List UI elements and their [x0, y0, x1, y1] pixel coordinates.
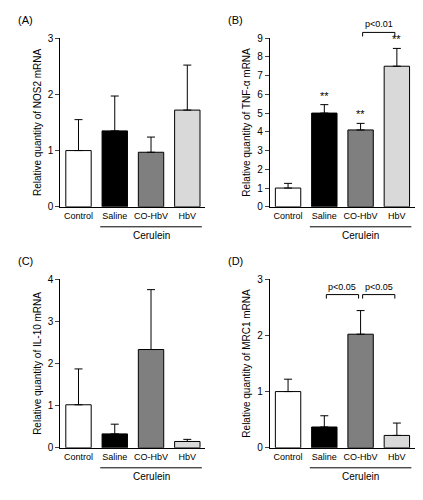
svg-text:1: 1 — [48, 400, 54, 411]
svg-text:Saline: Saline — [312, 452, 337, 462]
svg-text:Relative quantity of NOS2 mRNA: Relative quantity of NOS2 mRNA — [32, 48, 43, 196]
svg-text:p<0.05: p<0.05 — [328, 282, 356, 292]
svg-text:CO-HbV: CO-HbV — [344, 211, 378, 221]
svg-text:0: 0 — [257, 442, 263, 453]
svg-text:Cerulein: Cerulein — [342, 230, 379, 241]
svg-text:**: ** — [356, 108, 365, 120]
svg-text:7: 7 — [257, 70, 263, 81]
svg-text:p<0.05: p<0.05 — [365, 282, 393, 292]
svg-text:9: 9 — [257, 33, 263, 44]
svg-text:**: ** — [320, 90, 329, 102]
svg-text:Saline: Saline — [312, 211, 337, 221]
svg-text:HbV: HbV — [179, 452, 197, 462]
svg-text:CO-HbV: CO-HbV — [134, 211, 168, 221]
svg-text:p<0.01: p<0.01 — [365, 19, 393, 29]
svg-text:2: 2 — [257, 164, 263, 175]
svg-text:2: 2 — [48, 89, 54, 100]
svg-text:Cerulein: Cerulein — [133, 230, 170, 241]
svg-text:1: 1 — [257, 183, 263, 194]
svg-text:1: 1 — [48, 145, 54, 156]
svg-text:5: 5 — [257, 108, 263, 119]
svg-text:2: 2 — [48, 358, 54, 369]
svg-text:HbV: HbV — [388, 452, 406, 462]
svg-text:Relative quantity of MRC1 mRNA: Relative quantity of MRC1 mRNA — [241, 289, 252, 438]
svg-text:8: 8 — [257, 51, 263, 62]
svg-text:3: 3 — [257, 145, 263, 156]
svg-text:CO-HbV: CO-HbV — [134, 452, 168, 462]
svg-text:Relative quantity of IL-10 mRN: Relative quantity of IL-10 mRNA — [32, 292, 43, 435]
svg-text:(C): (C) — [18, 255, 33, 267]
svg-text:Relative quantity of TNF-α mRN: Relative quantity of TNF-α mRNA — [241, 48, 252, 197]
svg-text:Cerulein: Cerulein — [342, 471, 379, 482]
svg-text:2: 2 — [257, 330, 263, 341]
svg-text:4: 4 — [257, 126, 263, 137]
svg-text:0: 0 — [48, 201, 54, 212]
svg-text:Control: Control — [64, 211, 93, 221]
svg-text:3: 3 — [257, 274, 263, 285]
svg-text:Control: Control — [274, 211, 303, 221]
svg-text:1: 1 — [257, 386, 263, 397]
svg-text:(A): (A) — [18, 14, 33, 26]
svg-text:3: 3 — [48, 316, 54, 327]
svg-text:(B): (B) — [228, 14, 243, 26]
svg-text:0: 0 — [48, 442, 54, 453]
svg-text:Control: Control — [64, 452, 93, 462]
svg-text:CO-HbV: CO-HbV — [344, 452, 378, 462]
svg-text:6: 6 — [257, 89, 263, 100]
svg-text:3: 3 — [48, 33, 54, 44]
svg-text:0: 0 — [257, 201, 263, 212]
svg-text:Saline: Saline — [102, 452, 127, 462]
svg-text:Control: Control — [274, 452, 303, 462]
svg-text:(D): (D) — [228, 255, 243, 267]
svg-text:HbV: HbV — [179, 211, 197, 221]
svg-text:Cerulein: Cerulein — [133, 471, 170, 482]
svg-text:4: 4 — [48, 274, 54, 285]
svg-text:Saline: Saline — [102, 211, 127, 221]
svg-text:HbV: HbV — [388, 211, 406, 221]
svg-text:**: ** — [392, 33, 401, 45]
